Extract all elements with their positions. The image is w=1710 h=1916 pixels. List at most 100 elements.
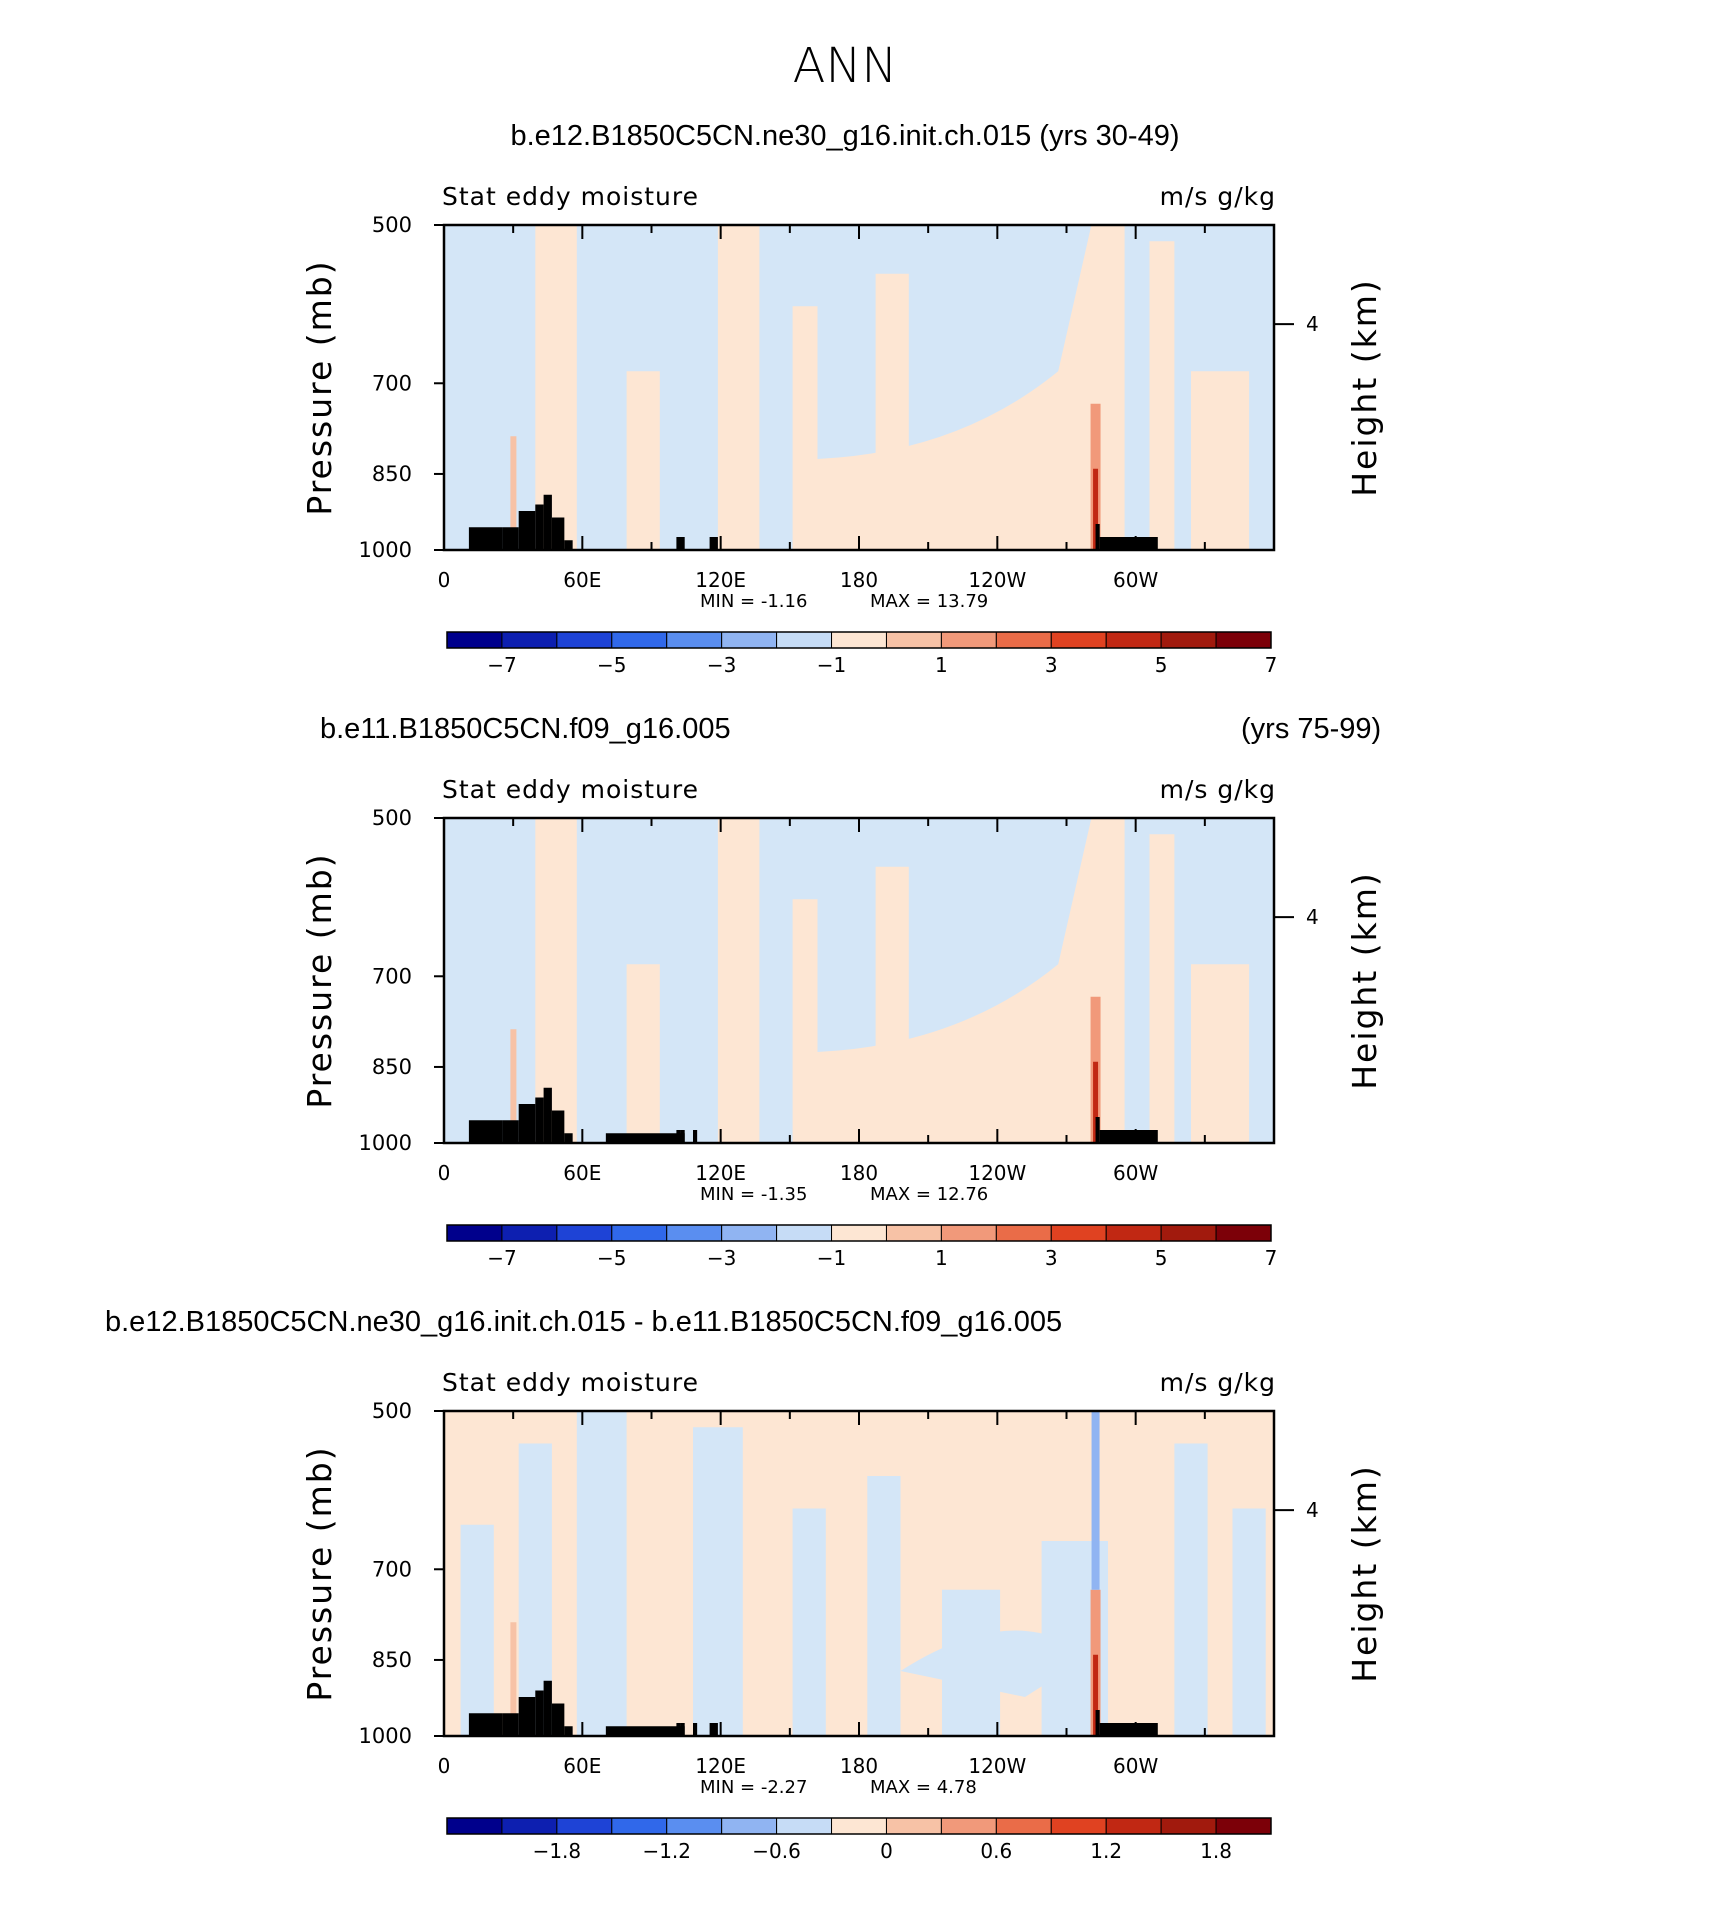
contour-band <box>1149 834 1175 1143</box>
topography <box>535 504 544 550</box>
y-tick-label: 1000 <box>359 1724 412 1748</box>
panel-3-chart: 0 60E 120E 180 120W 60W 500 700 850 1000 4 Stat edd… <box>300 1368 1384 1863</box>
colorbar-label: −3 <box>707 1246 736 1270</box>
y-tick-label: 700 <box>372 371 412 395</box>
colorbar-frame <box>446 631 1272 649</box>
x-tick-label: 180 <box>840 1754 878 1778</box>
contour-band <box>460 1524 494 1736</box>
x-tick-label: 0 <box>438 568 451 592</box>
max-stat: MAX = 13.79 <box>870 591 988 612</box>
colorbar-swatch <box>556 1817 613 1835</box>
contour-band <box>867 1476 901 1736</box>
colorbar-swatch <box>940 1817 997 1835</box>
topography <box>1099 1723 1158 1736</box>
colorbar-swatch <box>501 1224 558 1242</box>
max-column-inner <box>1093 468 1099 550</box>
topography <box>680 1723 685 1736</box>
y-tick-right-label: 4 <box>1306 1498 1319 1522</box>
subtitle-left: Stat eddy moisture <box>442 182 699 211</box>
panel-2-title-years: (yrs 75-99) <box>1241 713 1382 745</box>
min-column <box>1091 1411 1100 1590</box>
column-africa <box>510 436 517 534</box>
colorbar-swatch <box>940 1224 997 1242</box>
panel-1-title: b.e12.B1850C5CN.ne30_g16.init.ch.015 (yr… <box>510 120 1180 152</box>
page-title: ANN <box>792 38 898 94</box>
colorbar-swatch <box>1160 1224 1217 1242</box>
y-tick-label: 700 <box>372 1557 412 1581</box>
colorbar-frame <box>446 1224 1272 1242</box>
x-tick-label: 120E <box>695 1754 746 1778</box>
contour-band <box>626 964 660 1143</box>
y-axis-label: Pressure (mb) <box>300 259 339 515</box>
plot-area <box>444 225 1274 550</box>
panel-2-chart: 0 60E 120E 180 120W 60W 500 700 850 1000 4 Stat edd… <box>300 775 1384 1270</box>
colorbar-swatch <box>501 631 558 649</box>
y-tick-right-label: 4 <box>1306 905 1319 929</box>
colorbar-swatch <box>666 1817 723 1835</box>
column-africa <box>510 1622 517 1720</box>
colorbar-label: 3 <box>1045 653 1058 677</box>
topography <box>543 494 552 550</box>
topography <box>605 1726 685 1736</box>
x-tick-label: 60E <box>563 1754 601 1778</box>
subtitle-left: Stat eddy moisture <box>442 775 699 804</box>
colorbar-swatch <box>721 1817 778 1835</box>
x-tick-label: 0 <box>438 1161 451 1185</box>
colorbar-swatch <box>1050 1224 1107 1242</box>
colorbar-label: −0.6 <box>752 1839 801 1863</box>
plot-area <box>444 1411 1274 1736</box>
x-tick-label: 120E <box>695 1161 746 1185</box>
contour-band <box>1149 241 1175 550</box>
y-tick-label: 1000 <box>359 1131 412 1155</box>
topography <box>676 1130 681 1143</box>
topography <box>709 1723 718 1736</box>
colorbar-label: 5 <box>1155 653 1168 677</box>
max-column-inner <box>1093 1061 1099 1143</box>
colorbar-label: 1 <box>935 653 948 677</box>
contour-wedge <box>900 1630 1092 1697</box>
x-tick-label: 120W <box>968 1754 1026 1778</box>
colorbar-swatch <box>446 1224 503 1242</box>
contour-band <box>693 1427 743 1736</box>
colorbar-swatch <box>446 631 503 649</box>
colorbar-label: 1 <box>935 1246 948 1270</box>
x-tick-label: 60E <box>563 1161 601 1185</box>
y-tick-label: 700 <box>372 964 412 988</box>
x-tick-label: 60E <box>563 568 601 592</box>
x-tick-label: 120W <box>968 568 1026 592</box>
y-axis-label: Pressure (mb) <box>300 1445 339 1701</box>
colorbar-swatch <box>831 1817 887 1835</box>
contour-band <box>1191 371 1250 550</box>
colorbar-label: −1 <box>817 653 846 677</box>
topography <box>551 1110 565 1143</box>
topography <box>564 540 573 550</box>
colorbar-swatch <box>831 1224 887 1242</box>
colorbar-swatch <box>1160 631 1217 649</box>
contour-band <box>792 306 818 550</box>
y-tick-label: 1000 <box>359 538 412 562</box>
subtitle-left: Stat eddy moisture <box>442 1368 699 1397</box>
x-tick-label: 60W <box>1113 568 1158 592</box>
y-tick-label: 500 <box>372 213 412 237</box>
colorbar-swatch <box>1215 1224 1272 1242</box>
y-axis-label-right: Height (km) <box>1345 278 1384 497</box>
subtitle-right: m/s g/kg <box>1160 1368 1276 1397</box>
y-axis-label-right: Height (km) <box>1345 871 1384 1090</box>
colorbar-swatch <box>556 631 613 649</box>
x-tick-label: 180 <box>840 1161 878 1185</box>
colorbar-swatch <box>1105 1817 1162 1835</box>
x-tick-label: 180 <box>840 568 878 592</box>
plot-area <box>444 818 1274 1143</box>
colorbar-swatch <box>611 631 668 649</box>
colorbar-swatch <box>666 1224 723 1242</box>
colorbar-swatch <box>885 631 942 649</box>
topography <box>709 537 718 550</box>
y-tick-label: 850 <box>372 1055 412 1079</box>
min-stat: MIN = -2.27 <box>700 1777 807 1798</box>
colorbar-frame <box>446 1817 1272 1835</box>
colorbar-label: −7 <box>487 653 516 677</box>
colorbar-label: 7 <box>1265 1246 1278 1270</box>
topography <box>676 1723 681 1736</box>
x-tick-label: 120E <box>695 568 746 592</box>
topography <box>468 1713 503 1736</box>
